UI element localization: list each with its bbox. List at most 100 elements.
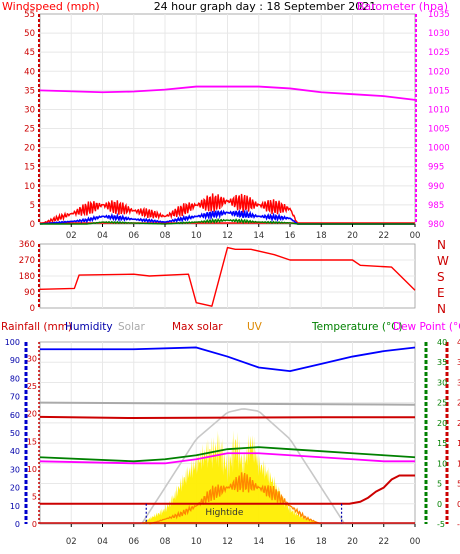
barometer-tick-label: 980 xyxy=(428,220,444,230)
humidity-tick-label: 40 xyxy=(10,447,20,456)
dewpoint-tick-label: 10 xyxy=(457,459,460,468)
x-tick-label: 14 xyxy=(253,231,264,241)
x-tick-label: 12 xyxy=(222,537,233,547)
rain-tick-label: 25 xyxy=(27,382,37,391)
dewpoint-tick-label: 40 xyxy=(457,338,460,347)
humidity-tick-label: 20 xyxy=(10,484,20,493)
x-tick-label: 18 xyxy=(316,231,327,241)
barometer-tick-label: 985 xyxy=(428,201,444,211)
bearing-tick-label: 90 xyxy=(24,288,35,298)
uv-line-series xyxy=(149,472,321,525)
temperature-tick-label: 20 xyxy=(437,419,447,428)
barometer-tick-label: 1020 xyxy=(428,67,450,77)
x-tick-label: 10 xyxy=(191,537,202,547)
chart-title: 24 hour graph day : 18 September 2021 xyxy=(154,0,377,13)
x-tick-label: 18 xyxy=(316,537,327,547)
temperature-series xyxy=(39,446,416,463)
rain-tick-label: 0 xyxy=(32,520,37,529)
humidity-tick-label: 90 xyxy=(10,356,20,365)
hightide-label: Hightide xyxy=(205,508,243,518)
humidity-tick-label: 70 xyxy=(10,393,20,402)
bearing-series xyxy=(39,246,416,307)
bearing-tick-label: 270 xyxy=(19,256,35,266)
bearing-tick-label: 0 xyxy=(30,304,35,314)
dewpoint-tick-label: 5 xyxy=(457,480,460,489)
temperature-tick-label: 40 xyxy=(437,338,447,347)
barometer-tick-label: 1030 xyxy=(428,29,450,39)
rain-tick-label: 10 xyxy=(27,465,37,474)
uv-area xyxy=(141,430,322,524)
x-tick-label: 14 xyxy=(253,537,264,547)
dewpoint-tick-label: -5 xyxy=(457,520,460,529)
wind-tick-label: 40 xyxy=(24,67,35,77)
dewpoint-tick-label: 15 xyxy=(457,439,460,448)
wind-tick-label: 30 xyxy=(24,105,35,115)
solar-series xyxy=(39,401,416,406)
dewpoint-tick-label: 35 xyxy=(457,358,460,367)
temperature-tick-label: 0 xyxy=(437,500,442,509)
temperature-tick-label: 5 xyxy=(437,480,442,489)
dewpoint-tick-label: 0 xyxy=(457,500,460,509)
temperature-tick-label: 30 xyxy=(437,378,447,387)
maxsolar-label: Max solar xyxy=(172,321,223,333)
x-tick-label: 00 xyxy=(410,537,421,547)
compass-label: W xyxy=(437,254,449,268)
wind-tick-label: 55 xyxy=(24,10,35,20)
indoor-temp-series xyxy=(39,415,415,420)
temperature-tick-label: -5 xyxy=(437,520,445,529)
x-tick-label: 02 xyxy=(66,537,77,547)
x-tick-label: 22 xyxy=(378,231,389,241)
dewpoint-series xyxy=(39,452,415,465)
dewpoint-label: Dew Point (°C) xyxy=(393,321,460,333)
uv-label: UV xyxy=(247,321,263,333)
humidity-tick-label: 100 xyxy=(5,338,20,347)
dewpoint-tick-label: 25 xyxy=(457,399,460,408)
x-tick-label: 16 xyxy=(285,231,296,241)
x-tick-label: 08 xyxy=(160,231,171,241)
wind-tick-label: 25 xyxy=(24,125,35,135)
humidity-label: Humidity xyxy=(65,321,113,333)
rain-tick-label: 20 xyxy=(27,410,37,419)
x-tick-label: 06 xyxy=(128,537,139,547)
rain-tick-label: 15 xyxy=(27,437,37,446)
bearing-tick-label: 360 xyxy=(19,240,35,250)
humidity-tick-label: 10 xyxy=(10,502,20,511)
compass-label: N xyxy=(437,302,446,316)
windspeed-label: Windspeed (mph) xyxy=(2,0,100,13)
humidity-tick-label: 60 xyxy=(10,411,20,420)
barometer-tick-label: 1005 xyxy=(428,125,450,135)
wind-tick-label: 35 xyxy=(24,86,35,96)
temperature-tick-label: 10 xyxy=(437,459,447,468)
x-tick-label: 02 xyxy=(66,231,77,241)
humidity-tick-label: 50 xyxy=(10,429,20,438)
barometer-tick-label: 1010 xyxy=(428,105,450,115)
wind-tick-label: 20 xyxy=(24,144,35,154)
x-tick-label: 16 xyxy=(285,537,296,547)
temperature-label: Temperature (°C) xyxy=(311,321,403,333)
x-tick-label: 06 xyxy=(128,231,139,241)
x-tick-label: 12 xyxy=(222,231,233,241)
temperature-tick-label: 15 xyxy=(437,439,447,448)
barometer-tick-label: 1025 xyxy=(428,48,450,58)
x-tick-label: 04 xyxy=(97,231,108,241)
x-tick-label: 08 xyxy=(160,537,171,547)
barometer-tick-label: 1015 xyxy=(428,86,450,96)
dewpoint-tick-label: 20 xyxy=(457,419,460,428)
rainfall-label: Rainfall (mm) xyxy=(1,321,72,333)
x-tick-label: 20 xyxy=(347,537,358,547)
wind-low-series xyxy=(40,217,415,225)
x-tick-label: 22 xyxy=(378,537,389,547)
humidity-series xyxy=(40,346,416,373)
wind-tick-label: 0 xyxy=(30,220,35,230)
humidity-tick-label: 80 xyxy=(10,374,20,383)
wind-tick-label: 5 xyxy=(30,201,35,211)
barometer-tick-label: 995 xyxy=(428,163,444,173)
maxsolar-series xyxy=(140,408,346,525)
barometer-tick-label: 1035 xyxy=(428,10,450,20)
barometer-tick-label: 1000 xyxy=(428,144,450,154)
x-tick-label: 20 xyxy=(347,231,358,241)
solar-label: Solar xyxy=(118,321,145,333)
compass-label: E xyxy=(437,286,445,300)
rain-tick-label: 5 xyxy=(32,492,37,501)
x-tick-label: 10 xyxy=(191,231,202,241)
